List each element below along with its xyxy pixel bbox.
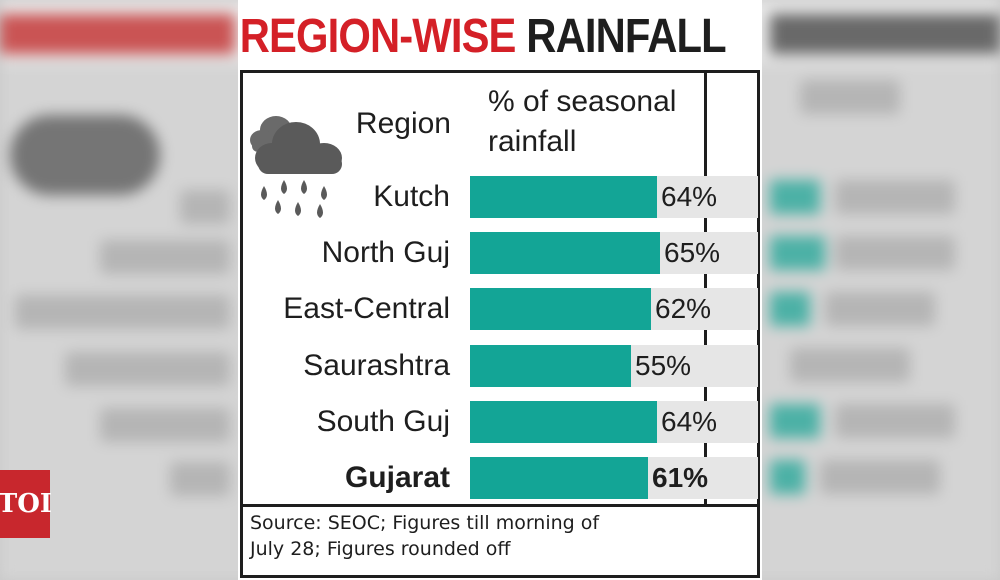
chart-title: REGION-WISE RAINFALL: [238, 6, 727, 68]
footer-divider: [240, 504, 760, 507]
title-part-1: REGION-WISE: [239, 10, 517, 63]
region-label: South Guj: [316, 405, 450, 438]
header-percent: % of seasonal rainfall: [488, 82, 758, 162]
rainfall-bar: [470, 176, 657, 218]
region-label: East-Central: [283, 292, 450, 325]
rain-cloud-icon: [250, 116, 342, 218]
value-label: 64%: [661, 406, 718, 437]
region-label: North Guj: [321, 236, 450, 269]
header-percent-line-1: % of seasonal: [488, 85, 677, 118]
value-label: 62%: [655, 293, 712, 324]
value-label: 64%: [661, 181, 718, 212]
region-label: Gujarat: [344, 461, 450, 494]
header-region: Region: [355, 107, 451, 140]
rainfall-bar: [470, 345, 631, 387]
value-label: 65%: [664, 237, 721, 268]
value-label: 55%: [635, 350, 692, 381]
rainfall-bar: [470, 457, 648, 499]
region-label: Kutch: [373, 180, 450, 213]
source-line-1: Source: SEOC; Figures till morning of: [250, 512, 600, 534]
title-part-2: RAINFALL: [526, 10, 726, 63]
value-label: 61%: [652, 462, 709, 493]
rainfall-bar: [470, 401, 657, 443]
source-note: Source: SEOC; Figures till morning of Ju…: [250, 510, 750, 562]
rainfall-bar: [470, 232, 660, 274]
rainfall-bar: [470, 288, 651, 330]
source-line-2: July 28; Figures rounded off: [250, 538, 511, 560]
toi-badge: TOI: [0, 470, 52, 538]
infographic-card: REGION-WISE RAINFALL Region % of seasona…: [238, 0, 762, 580]
header-percent-line-2: rainfall: [488, 125, 577, 158]
region-label: Saurashtra: [303, 349, 450, 382]
